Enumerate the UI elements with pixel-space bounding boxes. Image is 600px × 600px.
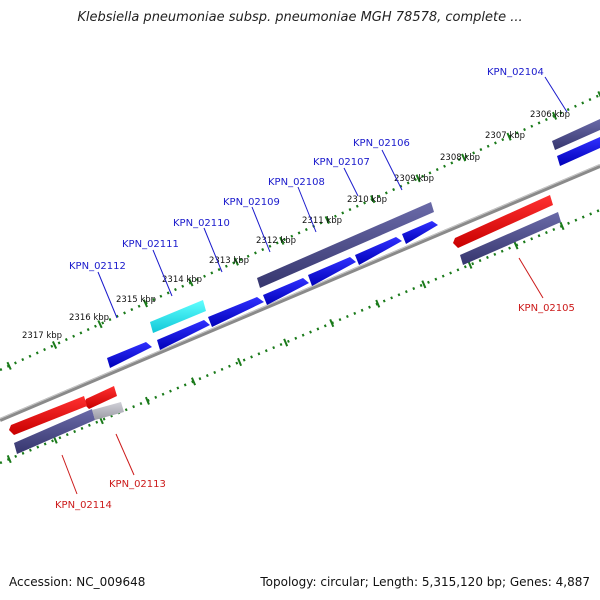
major-tick [467,260,473,269]
kbp-label: 2308 kbp [440,153,480,163]
purple-band-forward-right [552,119,600,150]
gene-arrow-kpn-02114[interactable] [9,396,87,435]
genome-summary-text: Topology: circular; Length: 5,315,120 bp… [260,575,590,589]
gene-label-kpn-02113[interactable]: KPN_02113 [109,479,166,490]
major-tick [144,396,150,405]
gene-label-kpn-02110[interactable]: KPN_02110 [173,218,230,229]
gene-label-kpn-02112[interactable]: KPN_02112 [69,261,126,272]
gene-label-kpn-02111[interactable]: KPN_02111 [122,239,179,250]
inner-major-ticks [6,221,565,464]
gene-arrow-kpn-02113[interactable] [84,386,117,409]
gene-arrow-kpn-02109[interactable] [263,278,309,305]
kbp-label-group: 2306 kbp 2307 kbp 2308 kbp 2309 kbp 2310… [22,110,570,341]
gene-label-kpn-02108[interactable]: KPN_02108 [268,177,325,188]
major-tick [506,132,512,141]
kbp-label: 2309 kbp [394,174,434,184]
gene-arrow-kpn-02110[interactable] [208,297,264,327]
inner-tick-track [0,208,600,465]
gene-label-kpn-02109[interactable]: KPN_02109 [223,197,280,208]
kbp-label: 2312 kbp [256,236,296,246]
major-tick [51,340,58,350]
kbp-label: 2314 kbp [162,275,202,285]
kbp-label: 2306 kbp [530,110,570,120]
kbp-label: 2307 kbp [485,131,525,141]
major-tick [97,320,103,329]
major-tick [551,111,558,120]
outer-major-ticks [6,90,600,370]
gene-arrow-kpn-02111[interactable] [157,320,210,350]
genome-backbone-highlight [0,164,600,419]
forward-gene-labels: KPN_02104 KPN_02106 KPN_02107 KPN_02108 … [69,67,568,319]
reverse-gene-labels: KPN_02105 KPN_02113 KPN_02114 [55,257,575,511]
kbp-label: 2316 kbp [69,313,109,323]
gene-arrow-kpn-02113-grey[interactable] [92,402,124,420]
gene-arrow-kpn-02105[interactable] [453,195,553,248]
major-tick [188,278,194,287]
major-tick [375,299,381,308]
kbp-label: 2310 kbp [347,195,387,205]
purple-band-reverse-right [460,212,561,265]
major-tick [190,377,197,386]
gene-arrow-kpn-02111-selected[interactable] [150,300,206,333]
map-title: Klebsiella pneumoniae subsp. pneumoniae … [77,10,523,25]
kbp-label: 2317 kbp [22,331,62,341]
gene-label-kpn-02106[interactable]: KPN_02106 [353,138,410,149]
gene-label-kpn-02104[interactable]: KPN_02104 [487,67,544,78]
gene-label-kpn-02105[interactable]: KPN_02105 [518,303,575,314]
gene-arrow-kpn-02106[interactable] [402,221,438,244]
genome-backbone [0,164,600,422]
kbp-label: 2315 kbp [116,295,156,305]
major-tick [142,299,149,308]
purple-band-forward-upper [257,202,434,288]
major-tick [6,455,12,464]
major-tick [415,174,421,183]
major-tick [329,319,335,328]
major-tick [370,195,376,204]
gene-label-kpn-02107[interactable]: KPN_02107 [313,157,370,168]
major-tick [279,236,285,245]
major-tick [237,357,243,367]
major-tick [421,280,427,289]
major-tick [324,215,330,225]
kbp-label: 2311 kbp [302,216,342,226]
purple-band-reverse-left [14,409,95,454]
major-tick [513,241,519,250]
major-tick [283,338,289,347]
gene-arrow-kpn-02104[interactable] [557,137,600,166]
major-tick [6,361,12,370]
gene-arrow-kpn-02107[interactable] [355,237,402,265]
major-tick [461,153,467,162]
gene-label-kpn-02114[interactable]: KPN_02114 [55,500,112,511]
gene-arrow-kpn-02112[interactable] [107,342,152,368]
gene-arrow-kpn-02108[interactable] [308,257,356,286]
major-tick [559,221,565,231]
kbp-label: 2313 kbp [209,256,249,266]
major-tick [233,257,239,266]
accession-text: Accession: NC_009648 [9,575,146,589]
